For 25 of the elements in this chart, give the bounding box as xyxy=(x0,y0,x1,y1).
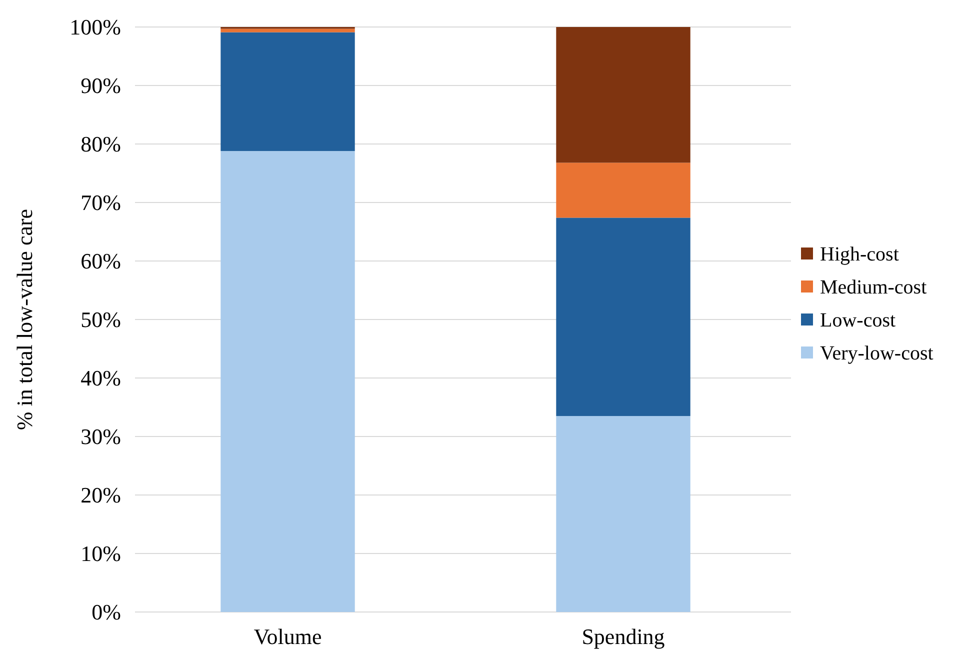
bar xyxy=(220,28,355,32)
y-tick-label: 70% xyxy=(80,190,121,216)
bar xyxy=(556,416,690,612)
y-tick-label: 60% xyxy=(80,248,121,274)
y-tick-label: 20% xyxy=(80,482,121,508)
y-tick-label: 30% xyxy=(80,424,121,450)
legend-label: Low-cost xyxy=(820,310,896,332)
legend-label: Medium-cost xyxy=(820,276,928,298)
y-tick-label: 10% xyxy=(80,541,121,566)
y-tick-label: 100% xyxy=(70,14,121,40)
bar xyxy=(220,32,355,152)
bar xyxy=(556,218,690,416)
bar xyxy=(556,27,690,163)
y-tick-label: 40% xyxy=(80,366,121,391)
x-tick-label: Spending xyxy=(582,624,665,649)
legend-label: High-cost xyxy=(820,244,900,266)
y-tick-label: 90% xyxy=(80,73,121,98)
y-tick-label: 0% xyxy=(92,600,121,625)
y-axis-title: % in total low-value care xyxy=(12,208,37,430)
bar xyxy=(556,162,690,218)
legend-label: Very-low-cost xyxy=(820,342,934,364)
bar xyxy=(220,151,355,612)
y-tick-label: 50% xyxy=(80,307,121,332)
y-tick-label: 80% xyxy=(80,132,121,157)
x-tick-label: Volume xyxy=(254,624,322,649)
